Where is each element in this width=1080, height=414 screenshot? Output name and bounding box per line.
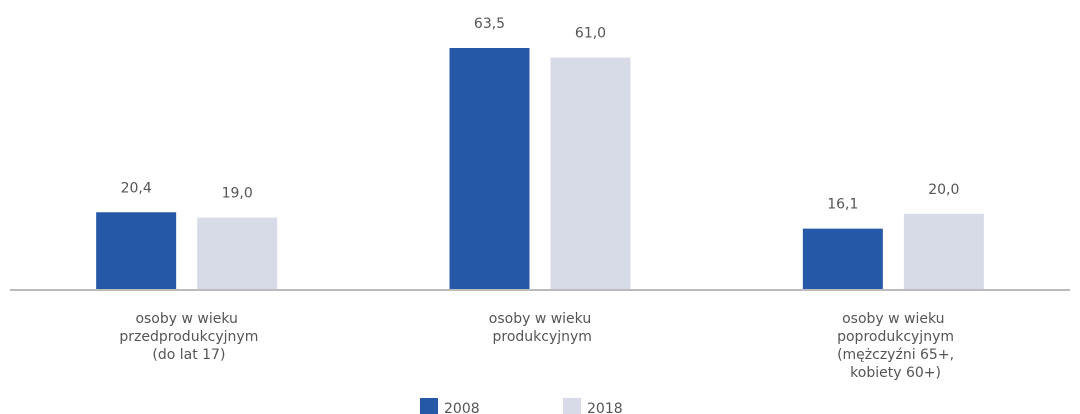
label-line: osoby w wieku <box>489 311 591 327</box>
legend-swatch <box>563 398 581 414</box>
bar <box>802 228 883 290</box>
label-line: przedprodukcyjnym <box>115 329 258 345</box>
bar <box>197 217 278 290</box>
bar <box>96 212 177 290</box>
value-label: 16,1 <box>827 197 858 213</box>
label-line: kobiety 60+) <box>846 365 941 381</box>
legend-swatch <box>420 398 438 414</box>
label-line: osoby w wieku <box>842 311 944 327</box>
bar <box>449 48 530 290</box>
value-label: 19,0 <box>222 186 253 202</box>
x-tick-label: osoby w wieku przedprodukcyjnym (do lat … <box>115 311 258 363</box>
label-line: poprodukcyjnym <box>833 329 954 345</box>
x-tick-label: osoby w wieku poprodukcyjnym (mężczyźni … <box>833 311 954 381</box>
label-line: osoby w wieku <box>135 311 237 327</box>
label-line: (mężczyźni 65+, <box>833 347 954 363</box>
legend-label: 2018 <box>587 401 623 414</box>
bar <box>903 213 984 290</box>
label-line: produkcyjnym <box>488 329 592 345</box>
value-label: 61,0 <box>575 26 606 42</box>
value-label: 63,5 <box>474 16 505 32</box>
legend-label: 2008 <box>444 401 480 414</box>
label-line: (do lat 17) <box>148 347 226 363</box>
value-label: 20,0 <box>928 182 959 198</box>
bar <box>550 57 631 290</box>
value-label: 20,4 <box>121 180 152 196</box>
x-tick-label: osoby w wieku produkcyjnym <box>488 311 592 345</box>
